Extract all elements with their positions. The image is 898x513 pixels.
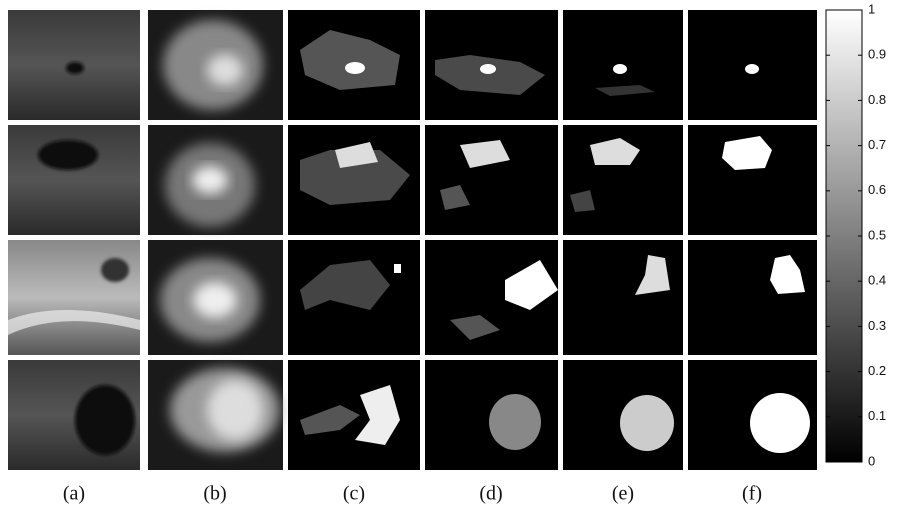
colorbar-tick-label: 0.4 bbox=[868, 273, 886, 288]
colorbar-tick-label: 0.9 bbox=[868, 47, 886, 62]
colorbar-tick-label: 0.1 bbox=[868, 408, 886, 423]
map bbox=[688, 240, 817, 355]
panel-label: (d) bbox=[479, 483, 502, 505]
colorbar-tick-label: 0 bbox=[868, 453, 875, 468]
panel-label: (f) bbox=[742, 483, 762, 505]
panel-label: (b) bbox=[203, 483, 226, 505]
colorbar-tick-label: 0.5 bbox=[868, 227, 886, 242]
colorbar-tick-label: 0.8 bbox=[868, 92, 886, 107]
panel-label: (e) bbox=[612, 483, 634, 505]
panel-label: (c) bbox=[343, 483, 365, 505]
figure: (a) (b) (c) (d) (e) (f) 0 0.1 0.2 0.3 0.4 0.5 0.6 0.7… bbox=[0, 0, 898, 513]
ultrasound bbox=[8, 240, 140, 355]
colorbar-tick-label: 1 bbox=[868, 1, 875, 16]
colorbar-tick-label: 0.6 bbox=[868, 182, 886, 197]
colorbar bbox=[826, 10, 862, 462]
image-grid bbox=[8, 10, 817, 470]
panel-label: (a) bbox=[63, 483, 85, 505]
map bbox=[563, 240, 683, 355]
colorbar-tick-label: 0.2 bbox=[868, 363, 886, 378]
colorbar-tick-label: 0.7 bbox=[868, 137, 886, 152]
colorbar-tick-label: 0.3 bbox=[868, 318, 886, 333]
